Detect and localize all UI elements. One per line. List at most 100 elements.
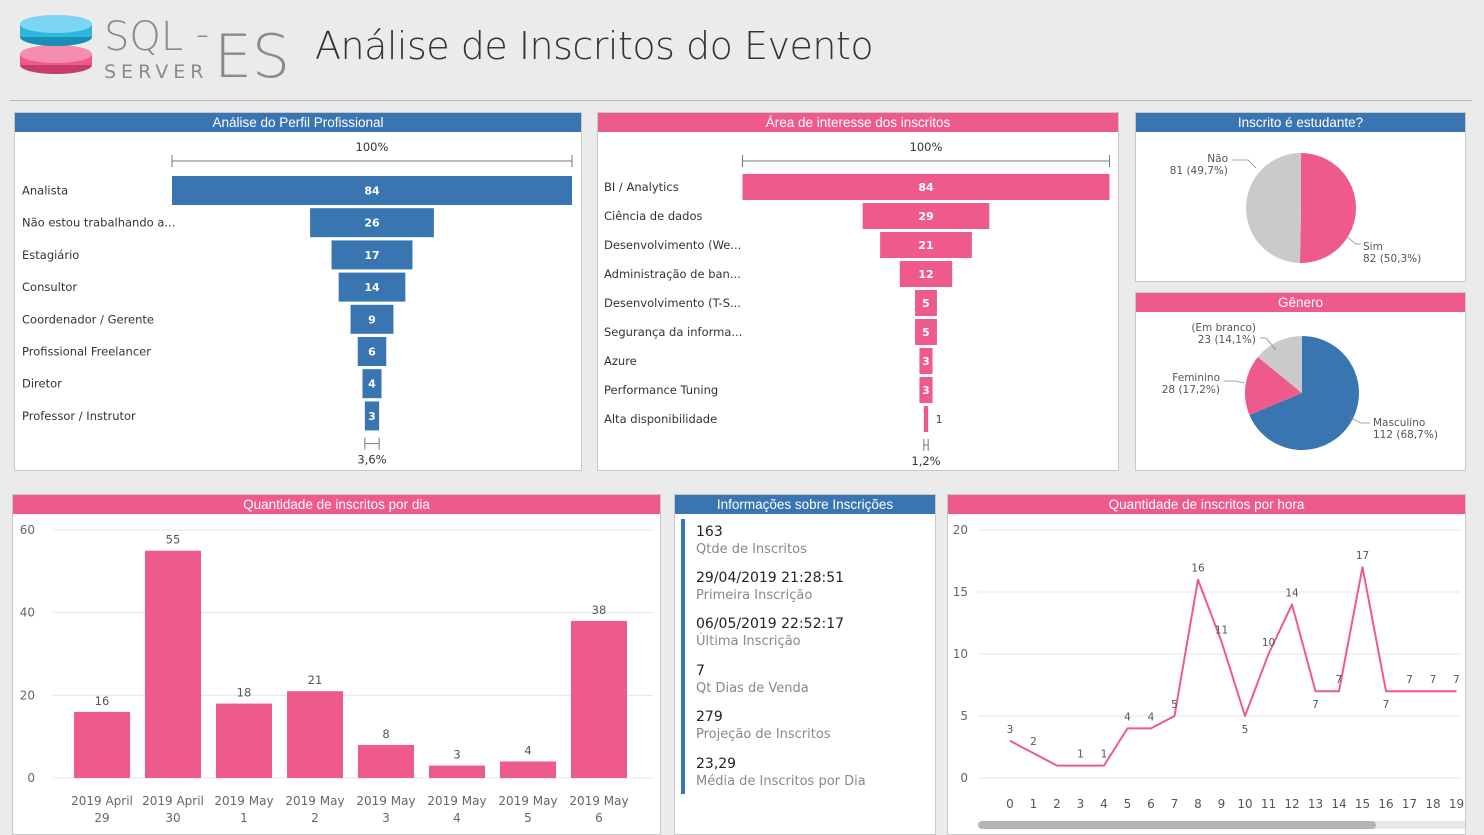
bar-data-label: 18: [237, 686, 252, 700]
bar[interactable]: [287, 691, 343, 778]
pie-label-name: (Em branco): [1191, 322, 1256, 334]
y-tick-label: 20: [20, 688, 35, 702]
funnel-bar[interactable]: [862, 203, 990, 229]
funnel-bar-value: 6: [368, 346, 376, 359]
funnel-bar[interactable]: [310, 208, 434, 238]
kpi-value: 06/05/2019 22:52:17: [696, 616, 845, 632]
funnel-bar-value: 21: [918, 239, 933, 252]
info-inscricoes-title: Informações sobre Inscrições: [675, 495, 935, 514]
pie-label-value: 82 (50,3%): [1363, 253, 1421, 265]
bar-data-label: 38: [592, 603, 607, 617]
pie-leader-line: [1260, 337, 1277, 351]
funnel-bar-value: 84: [918, 181, 934, 194]
funnel-bar[interactable]: [331, 240, 413, 270]
funnel-category-label: Azure: [604, 354, 637, 368]
pie-leader-line: [1348, 416, 1370, 424]
x-tick-label: 3: [382, 811, 390, 825]
funnel-bar[interactable]: [362, 369, 382, 399]
funnel-bar-value: 3: [922, 355, 930, 368]
y-tick-label: 15: [953, 585, 968, 599]
estudante-title: Inscrito é estudante?: [1136, 113, 1465, 132]
bar-data-label: 8: [382, 727, 389, 741]
funnel-bar[interactable]: [919, 377, 933, 403]
point-data-label: 17: [1356, 550, 1369, 562]
inscritos-hora-card: Quantidade de inscritos por hora 0 5 10 15 2…: [947, 494, 1466, 835]
funnel-category-label: Consultor: [22, 280, 77, 294]
pie-label-name: Não: [1207, 153, 1228, 165]
point-data-label: 1: [1077, 749, 1084, 761]
inscritos-hora-title: Quantidade de inscritos por hora: [948, 495, 1465, 514]
scrollbar-thumb[interactable]: [978, 821, 1376, 829]
x-tick-label: 2019 May: [427, 794, 486, 808]
funnel-bar[interactable]: [899, 261, 953, 287]
x-tick-label: 12: [1284, 797, 1299, 811]
logo-sql-text: SQL: [104, 14, 183, 60]
funnel-top-percent: 100%: [356, 140, 389, 154]
bar[interactable]: [429, 765, 485, 778]
genero-title: Gênero: [1136, 293, 1465, 312]
kpi-label: Qtde de Inscritos: [696, 542, 807, 557]
funnel-bar-value: 9: [368, 313, 376, 326]
database-icon: [20, 15, 92, 74]
inscritos-dia-title: Quantidade de inscritos por dia: [13, 495, 660, 514]
funnel-bar[interactable]: [338, 272, 406, 302]
funnel-bar[interactable]: [357, 337, 387, 366]
x-tick-label: 5: [524, 811, 532, 825]
funnel-bar-value: 3: [922, 384, 930, 397]
funnel-category-label: Administração de ban...: [604, 267, 741, 281]
point-data-label: 1: [1101, 749, 1108, 761]
pie-slice[interactable]: [1299, 153, 1356, 263]
x-tick-label: 17: [1402, 797, 1417, 811]
x-tick-label: 18: [1425, 797, 1440, 811]
pie-slice[interactable]: [1246, 153, 1301, 263]
funnel-category-label: Profissional Freelancer: [22, 345, 151, 359]
funnel-bar[interactable]: [742, 174, 1110, 200]
bar[interactable]: [74, 711, 130, 778]
bar[interactable]: [571, 620, 627, 778]
pie-slice[interactable]: [1245, 356, 1302, 415]
funnel-bar[interactable]: [880, 232, 972, 258]
pie-slice[interactable]: [1257, 336, 1302, 393]
pie-label-value: 112 (68,7%): [1373, 429, 1438, 441]
funnel-bar[interactable]: [172, 176, 572, 205]
info-accent-bar: [681, 519, 685, 794]
point-data-label: 7: [1312, 699, 1319, 711]
funnel-bar[interactable]: [923, 406, 929, 432]
area-interesse-title: Área de interesse dos inscritos: [598, 113, 1118, 132]
pie-leader-line: [1232, 159, 1257, 169]
bar-data-label: 4: [524, 743, 531, 757]
page-title: Análise de Inscritos do Evento: [315, 24, 874, 68]
bar[interactable]: [145, 550, 201, 778]
pie-slice[interactable]: [1249, 336, 1359, 450]
funnel-category-label: Segurança da informa...: [604, 325, 742, 339]
bar[interactable]: [358, 744, 414, 778]
funnel-bottom-percent: 1,2%: [911, 454, 940, 468]
genero-card: Gênero Masculino 112 (68,7%) Feminino 28 (1…: [1135, 292, 1466, 471]
funnel-bar[interactable]: [915, 319, 937, 345]
funnel-bottom-percent: 3,6%: [357, 453, 386, 467]
funnel-category-label: Alta disponibilidade: [604, 412, 717, 426]
funnel-bar[interactable]: [919, 348, 933, 374]
x-tick-label: 10: [1237, 797, 1252, 811]
x-tick-label: 29: [94, 811, 109, 825]
kpi-qtde-inscritos: 163 Qtde de Inscritos: [696, 523, 807, 559]
horizontal-scrollbar[interactable]: [978, 821, 1465, 829]
estudante-card: Inscrito é estudante? Sim 82 (50,3%) Não 81…: [1135, 112, 1466, 282]
bar[interactable]: [216, 703, 272, 778]
funnel-category-label: Performance Tuning: [604, 383, 718, 397]
inscritos-dia-card: Quantidade de inscritos por dia 0 20 40 60 1…: [12, 494, 661, 835]
bar[interactable]: [500, 761, 556, 778]
kpi-projecao-inscritos: 279 Projeção de Inscritos: [696, 708, 831, 744]
kpi-ultima-inscricao: 06/05/2019 22:52:17 Última Inscrição: [696, 615, 844, 651]
line-series[interactable]: [1009, 566, 1457, 767]
funnel-bar[interactable]: [350, 304, 394, 334]
x-tick-label: 6: [1147, 797, 1155, 811]
logo-es-text: ES: [214, 22, 290, 85]
kpi-media-inscritos-dia: 23,29 Média de Inscritos por Dia: [696, 755, 866, 791]
funnel-bar[interactable]: [364, 401, 380, 431]
funnel-bar[interactable]: [915, 290, 937, 316]
x-tick-label: 11: [1261, 797, 1276, 811]
point-data-label: 5: [1242, 724, 1249, 736]
logo-server-text: SERVER: [104, 61, 208, 83]
